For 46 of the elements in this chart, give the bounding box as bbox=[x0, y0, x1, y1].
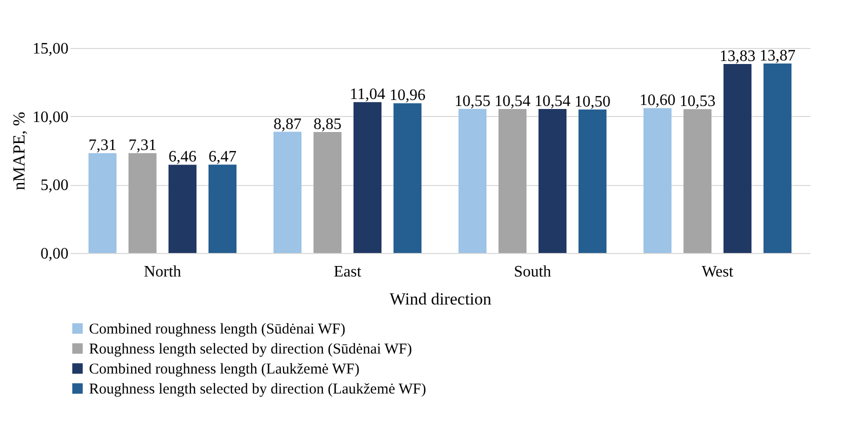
y-tick-label: 5,00 bbox=[40, 177, 68, 194]
bar bbox=[314, 132, 342, 253]
y-tick-label: 15,00 bbox=[32, 40, 68, 58]
data-label: 7,31 bbox=[88, 137, 116, 154]
x-tick-label: East bbox=[334, 264, 362, 280]
bar bbox=[354, 102, 382, 253]
data-label: 10,53 bbox=[680, 93, 716, 110]
bar bbox=[394, 103, 422, 253]
data-label: 8,85 bbox=[314, 116, 342, 134]
bar bbox=[88, 153, 116, 253]
bar bbox=[458, 108, 486, 253]
data-label: 10,60 bbox=[640, 92, 676, 110]
bar bbox=[684, 109, 712, 253]
data-label: 10,55 bbox=[454, 92, 490, 110]
legend-label: Combined roughness length (Laukžemė WF) bbox=[89, 362, 360, 378]
bar bbox=[724, 64, 752, 253]
bar bbox=[764, 63, 792, 253]
bar bbox=[538, 108, 566, 253]
x-axis-title: Wind direction bbox=[390, 290, 492, 308]
bar bbox=[644, 108, 672, 253]
x-tick-label: West bbox=[702, 264, 734, 280]
bar bbox=[208, 164, 236, 253]
data-label: 11,04 bbox=[350, 86, 386, 104]
data-label: 10,54 bbox=[534, 92, 570, 110]
y-tick-label: 10,00 bbox=[32, 108, 68, 126]
x-tick-label: North bbox=[144, 264, 182, 280]
bar bbox=[128, 153, 156, 253]
y-tick-label: 0,00 bbox=[40, 246, 68, 262]
data-label: 13,83 bbox=[720, 48, 756, 65]
data-label: 6,47 bbox=[208, 148, 236, 166]
bar bbox=[578, 110, 606, 253]
legend-label: Combined roughness length (Sūdėnai WF) bbox=[89, 322, 346, 338]
bar bbox=[168, 164, 196, 253]
data-label: 10,50 bbox=[574, 94, 610, 110]
legend-label: Roughness length selected by direction (Sūdėnai WF) bbox=[89, 342, 412, 358]
data-label: 8,87 bbox=[274, 116, 302, 133]
x-tick-label: South bbox=[514, 264, 552, 280]
y-axis-title: nMAPE, % bbox=[10, 112, 28, 190]
data-label: 6,46 bbox=[168, 148, 196, 166]
data-label: 13,87 bbox=[760, 47, 796, 64]
data-label: 7,31 bbox=[128, 137, 156, 154]
bar bbox=[498, 108, 526, 253]
data-label: 10,96 bbox=[390, 87, 426, 104]
legend-label: Roughness length selected by direction (Laukžemė WF) bbox=[89, 382, 426, 398]
data-label: 10,54 bbox=[494, 92, 530, 110]
bar bbox=[274, 132, 302, 253]
